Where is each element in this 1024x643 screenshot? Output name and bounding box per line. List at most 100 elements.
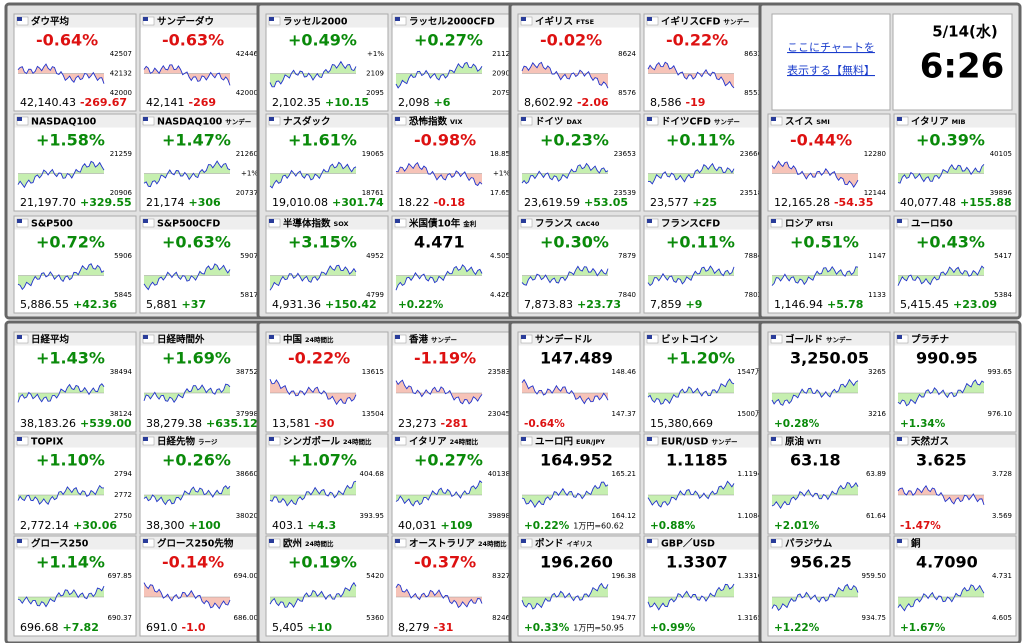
tile-header [392, 14, 514, 28]
axis-label: 42000 [236, 89, 258, 97]
tile-header [140, 332, 262, 346]
tile-sub: WTI [807, 438, 821, 446]
flag-mark [897, 437, 902, 441]
spark-line [648, 162, 735, 185]
tile-header [768, 536, 890, 550]
spark-line [771, 583, 859, 612]
tile-top: +0.51% [790, 233, 859, 252]
axis-label: 37998 [236, 410, 258, 418]
tile-name: イギリスCFD [661, 16, 720, 28]
tile-diff: +6 [434, 96, 451, 109]
axis-label: 2090 [492, 70, 510, 78]
flag-mark [17, 335, 22, 339]
tile-box [139, 215, 263, 314]
spark-line [269, 480, 357, 507]
spark-line [269, 264, 357, 291]
axis-label: 4.605 [992, 614, 1012, 622]
tile-name: グロース250先物 [157, 538, 234, 550]
axis-label: 17.65 [490, 189, 510, 197]
tile-header [392, 114, 514, 128]
axis-label: 2079 [492, 89, 510, 97]
tile-bottom: 13,581 [272, 417, 311, 430]
flag-mark [395, 335, 400, 339]
tile-bottom: +1.67% [900, 622, 946, 634]
flag-mark [143, 117, 148, 121]
axis-label: 3.728 [992, 470, 1012, 478]
axis-label: 23660 [740, 150, 762, 158]
tile-box [643, 535, 767, 637]
axis-label: 1.1084 [738, 512, 763, 520]
tile-diff: +539.00 [80, 417, 132, 430]
axis-label: 2772 [114, 491, 132, 499]
tile-diff: -1.0 [182, 621, 206, 634]
spark-area [270, 162, 356, 188]
tile: フランス CAC40 +0.30% 7879 7840 7,873.83 +23.73 [517, 215, 641, 314]
axis-label: 5817 [240, 291, 258, 299]
spark-line [269, 161, 357, 189]
flag-mark [897, 219, 902, 223]
tile: プラチナ 990.95 993.65 976.10 +1.34% [893, 331, 1017, 433]
flag-mark [771, 437, 776, 441]
spark-area [772, 161, 858, 188]
tile-sub: EUR/JPY [576, 438, 605, 446]
tile-top: -0.98% [414, 131, 476, 150]
tile-top: +1.20% [666, 349, 735, 368]
tile: イタリア MIB +0.39% 40105 39896 40,077.48 +155.88 [893, 113, 1017, 212]
tile-bottom: +0.99% [650, 622, 696, 634]
axis-label: 686.00 [234, 614, 259, 622]
tile-header [644, 536, 766, 550]
axis-label: 39896 [990, 189, 1013, 197]
tile: サンデーダウ -0.63% 42446 42000 42,141 -269 [139, 13, 263, 112]
flag-mark [269, 219, 274, 223]
tile-note: 1万円=50.95 [573, 624, 624, 633]
tile-top: -0.14% [162, 553, 224, 572]
tile: イギリス FTSE -0.02% 8624 8576 8,602.92 -2.06 [517, 13, 641, 112]
axis-label: 2095 [366, 89, 384, 97]
flag-mark [269, 117, 274, 121]
axis-label: 148.46 [612, 368, 637, 376]
spark-area [396, 380, 482, 404]
axis-label: 7802 [744, 291, 762, 299]
spark-line [143, 263, 231, 291]
tile-name: TOPIX [31, 437, 64, 448]
tile-box [893, 535, 1017, 637]
spark-area [772, 266, 858, 286]
flag-mark [17, 219, 22, 223]
axis-label: 12280 [864, 150, 886, 158]
spark-line [269, 581, 357, 608]
tile-header [266, 14, 388, 28]
tile-header [14, 434, 136, 448]
tile-bottom: 4,931.36 [272, 298, 321, 311]
tile-header [14, 536, 136, 550]
tile-diff: +155.88 [960, 196, 1012, 209]
axis-label: 38020 [236, 512, 258, 520]
tile-bottom: +0.22% [398, 299, 444, 311]
tile-header [768, 332, 890, 346]
tile-box [391, 433, 515, 535]
chart-link[interactable]: 表示する【無料】 [787, 63, 875, 77]
tile-sub: FTSE [576, 18, 594, 26]
axis-label: 8553 [744, 89, 762, 97]
flag-mark [395, 17, 400, 21]
axis-label: 42507 [110, 50, 132, 58]
tile-bottom: 40,031 [398, 519, 437, 532]
tile-top: +1.61% [288, 131, 357, 150]
axis-label: 5417 [994, 252, 1012, 260]
tile-bottom: 8,279 [398, 621, 430, 634]
tile-box [139, 13, 263, 112]
flag-mark [143, 437, 148, 441]
tile-header [266, 332, 388, 346]
tile-top: +0.30% [540, 233, 609, 252]
tile-name: NASDAQ100 [157, 117, 223, 128]
tile: 中国 24時間比 -0.22% 13615 13504 13,581 -30 [265, 331, 389, 433]
chart-link[interactable]: ここにチャートを [787, 41, 875, 54]
tile-bottom: 5,886.55 [20, 298, 69, 311]
axis-label: 21259 [110, 150, 132, 158]
axis-label: 7884 [744, 252, 762, 260]
tile-top: 164.952 [540, 451, 613, 470]
flag-mark [143, 335, 148, 339]
tile-name: 日経平均 [31, 334, 70, 346]
flag-mark [143, 219, 148, 223]
tile-diff: -2.06 [577, 96, 609, 109]
tile-box [265, 113, 389, 212]
